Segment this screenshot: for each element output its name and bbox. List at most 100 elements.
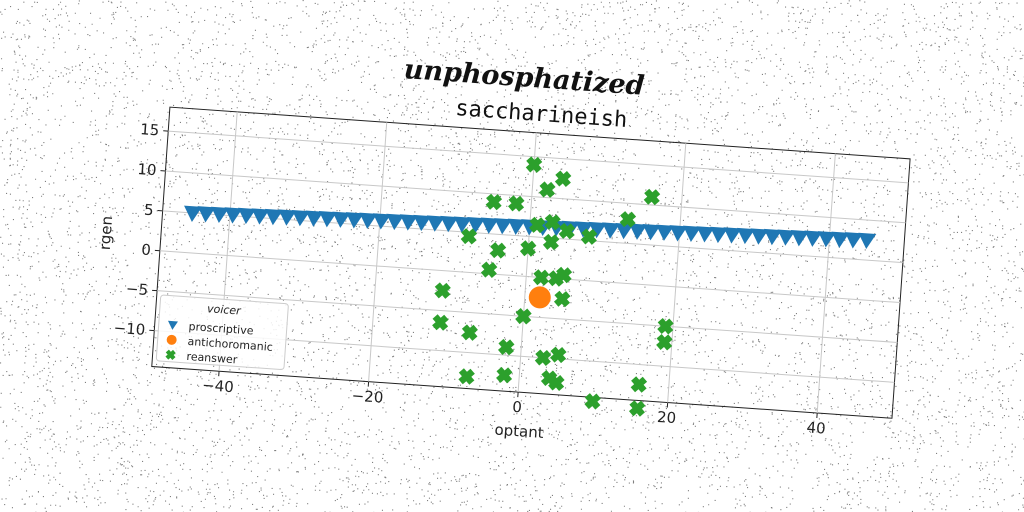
data-point-proscriptive (763, 228, 782, 246)
data-point-proscriptive (575, 221, 594, 238)
data-point-proscriptive (332, 211, 351, 228)
data-point-proscriptive (237, 207, 256, 225)
data-point-proscriptive (318, 211, 337, 228)
data-point-proscriptive (683, 225, 701, 243)
data-point-proscriptive (629, 223, 648, 240)
axis-ticks: −40 −20 0 20 40 −10 −5 0 5 10 15 (113, 120, 826, 438)
y-tick-label: 0 (141, 241, 152, 260)
data-point-proscriptive (750, 228, 769, 245)
data-point-proscriptive (736, 227, 755, 245)
y-tick-label: 15 (140, 120, 160, 139)
x-tick-label: 20 (656, 408, 676, 427)
data-point-reanswer (657, 317, 674, 335)
x-axis-label: optant (494, 421, 544, 442)
data-point-reanswer (558, 222, 576, 240)
chart-axes-group: −40 −20 0 20 40 −10 −5 0 5 10 15 saccharineish opt… (96, 96, 911, 442)
data-point-reanswer (550, 346, 567, 364)
data-point-proscriptive (345, 212, 364, 229)
grid (154, 111, 909, 414)
data-point-proscriptive (305, 210, 324, 227)
y-tick-label: 10 (137, 160, 157, 179)
data-point-reanswer (656, 333, 673, 351)
x-tick-label: −20 (351, 387, 384, 407)
data-point-proscriptive (723, 227, 742, 244)
data-point-proscriptive (440, 215, 459, 233)
y-gridline (165, 170, 906, 224)
data-point-proscriptive (804, 230, 823, 247)
x-tick-label: 0 (512, 398, 523, 417)
data-point-reanswer (553, 290, 571, 308)
x-gridline (368, 122, 388, 382)
data-point-proscriptive (831, 231, 850, 248)
data-point-proscriptive (844, 232, 863, 249)
data-point-reanswer (548, 374, 565, 392)
data-point-proscriptive (602, 222, 621, 239)
data-point-proscriptive (615, 222, 634, 240)
data-point-proscriptive (777, 229, 796, 246)
data-point-reanswer (485, 193, 503, 211)
data-marks (184, 156, 877, 417)
data-point-reanswer (584, 393, 601, 410)
data-point-proscriptive (669, 225, 688, 242)
legend-box (155, 294, 289, 371)
data-point-proscriptive (184, 205, 203, 222)
x-gridline (517, 132, 537, 393)
data-point-reanswer (619, 211, 637, 228)
data-point-proscriptive (359, 212, 378, 229)
data-point-proscriptive (453, 216, 472, 233)
data-point-proscriptive (251, 208, 270, 225)
data-point-proscriptive (197, 206, 216, 223)
legend-title: voicer (207, 302, 243, 317)
legend-label: proscriptive (188, 320, 254, 338)
data-point-proscriptive (790, 230, 809, 247)
data-point-proscriptive (224, 207, 243, 224)
x-tick-label: 40 (806, 418, 826, 437)
data-point-reanswer (643, 188, 661, 206)
data-point-reanswer (489, 242, 507, 259)
y-tick-label: −10 (113, 319, 146, 339)
data-point-proscriptive (709, 226, 728, 244)
data-point-reanswer (519, 240, 537, 257)
x-tick-label: −40 (202, 376, 235, 396)
legend-marker-antichoromanic (166, 334, 177, 345)
y-gridline (168, 130, 909, 184)
data-point-proscriptive (386, 213, 405, 231)
y-tick-label: 5 (144, 201, 155, 220)
data-point-reanswer (460, 228, 478, 245)
data-point-reanswer (497, 338, 515, 356)
data-point-proscriptive (588, 221, 607, 239)
data-point-proscriptive (264, 208, 283, 226)
legend: voicer proscriptiveantichoromanicreanswe… (155, 294, 289, 371)
data-point-reanswer (555, 266, 573, 284)
data-point-reanswer (496, 366, 513, 384)
data-point-proscriptive (467, 216, 486, 234)
y-tick-label: −5 (125, 280, 148, 299)
data-point-proscriptive (372, 213, 391, 230)
data-point-proscriptive (494, 218, 513, 235)
data-point-reanswer (515, 308, 532, 325)
data-point-proscriptive (696, 226, 715, 243)
data-point-proscriptive (399, 214, 418, 231)
data-point-reanswer (554, 170, 572, 187)
data-point-reanswer (432, 314, 449, 331)
y-gridline (159, 250, 901, 304)
x-gridline (816, 153, 836, 414)
data-point-reanswer (534, 349, 552, 367)
data-point-proscriptive (278, 209, 297, 226)
data-point-reanswer (458, 368, 475, 385)
data-point-reanswer (461, 324, 478, 341)
data-point-proscriptive (817, 231, 836, 248)
data-point-proscriptive (858, 232, 877, 250)
data-point-proscriptive (642, 224, 661, 241)
data-point-proscriptive (211, 206, 229, 224)
data-point-antichoromanic (528, 286, 551, 309)
chart-title: saccharineish (455, 96, 629, 133)
data-point-reanswer (580, 228, 598, 245)
data-point-reanswer (542, 233, 560, 251)
plot-area (151, 106, 911, 419)
data-point-proscriptive (480, 217, 499, 234)
data-point-reanswer (508, 195, 525, 212)
data-point-proscriptive (291, 209, 310, 227)
data-point-reanswer (532, 269, 550, 286)
